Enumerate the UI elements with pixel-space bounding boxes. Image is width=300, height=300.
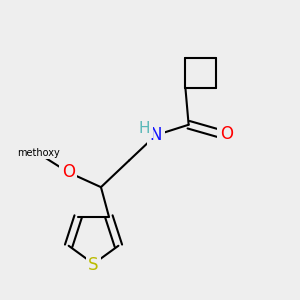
Text: O: O <box>62 163 75 181</box>
Text: S: S <box>88 256 99 274</box>
Text: N: N <box>150 126 162 144</box>
Text: H: H <box>139 121 150 136</box>
Text: O: O <box>220 125 233 143</box>
Text: methoxy: methoxy <box>17 148 60 158</box>
